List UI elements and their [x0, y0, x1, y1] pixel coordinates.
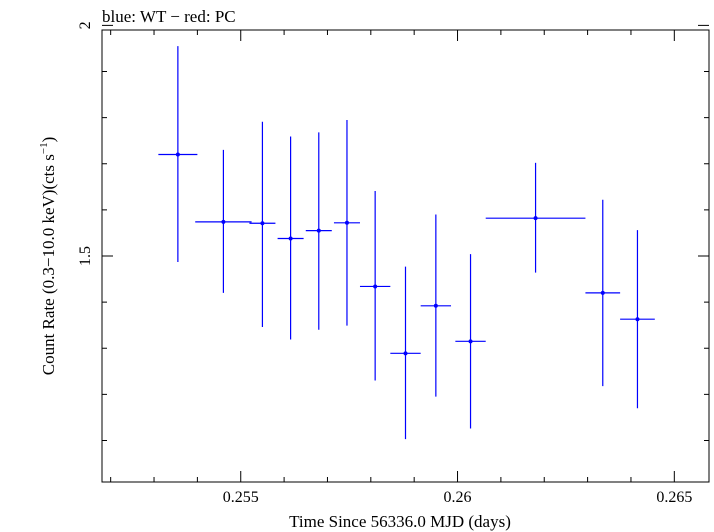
tick-labels: 0.255 0.26 0.265 1.5 2 [77, 21, 692, 506]
data-point [455, 254, 486, 429]
data-marker [221, 219, 226, 224]
data-marker [316, 228, 321, 233]
data-point [585, 199, 621, 387]
y-axis-label-sup: −1 [38, 142, 50, 154]
x-tick-label: 0.26 [444, 489, 472, 506]
x-axis-label: Time Since 56336.0 MJD (days) [289, 512, 511, 531]
data-marker [635, 317, 640, 322]
data-marker [373, 284, 378, 289]
data-point [333, 119, 360, 326]
y-tick-label: 1.5 [77, 246, 94, 266]
x-tick-label: 0.255 [223, 489, 259, 506]
data-point [249, 121, 276, 328]
data-marker [175, 152, 180, 157]
data-point [620, 230, 655, 409]
data-marker [403, 351, 408, 356]
x-tick-label: 0.265 [656, 489, 692, 506]
data-marker [260, 221, 265, 226]
data-marker [288, 236, 293, 241]
data-point [359, 190, 391, 381]
data-marker [344, 220, 349, 225]
data-point [485, 162, 586, 273]
data-point [420, 214, 452, 397]
y-tick-label: 2 [77, 21, 94, 29]
data-marker [533, 216, 538, 221]
data-series [158, 46, 655, 440]
y-axis-label: Count Rate (0.3−10.0 keV)(cts s−1) [38, 137, 58, 376]
data-point [195, 149, 252, 293]
y-axis-label-end: ) [39, 137, 58, 143]
data-point [390, 266, 421, 440]
axis-ticks [102, 24, 709, 482]
data-marker [433, 303, 438, 308]
chart-title: blue: WT − red: PC [102, 7, 236, 26]
data-marker [600, 290, 605, 295]
data-point [277, 136, 304, 340]
data-point [305, 132, 332, 330]
data-marker [468, 339, 473, 344]
y-axis-label-main: Count Rate (0.3−10.0 keV)(cts s [39, 154, 58, 375]
data-point [158, 46, 198, 262]
